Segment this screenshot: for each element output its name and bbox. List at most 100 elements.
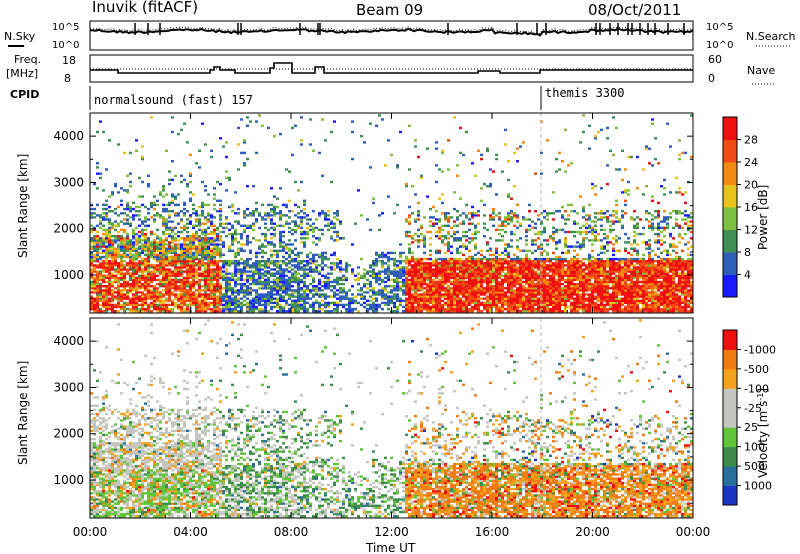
power-cell: [213, 243, 216, 246]
power-cell: [336, 239, 339, 242]
power-cell: [135, 310, 138, 313]
power-cell: [333, 301, 336, 305]
power-cell: [558, 285, 561, 288]
power-cell: [456, 295, 459, 298]
power-cell: [387, 272, 390, 275]
power-cell: [246, 289, 249, 292]
power-cell: [246, 266, 249, 269]
power-cell: [165, 285, 168, 288]
power-cell: [309, 224, 312, 227]
power-cell: [267, 228, 270, 232]
power-cell: [180, 297, 183, 300]
power-cell: [216, 295, 219, 298]
power-cell: [108, 253, 111, 257]
power-cell: [279, 305, 282, 309]
power-cell: [438, 301, 441, 305]
power-cell: [459, 262, 462, 265]
power-cell: [501, 299, 504, 302]
power-cell: [453, 310, 456, 313]
power-cell: [258, 214, 261, 217]
power-cell: [345, 303, 348, 307]
power-cell: [165, 247, 168, 250]
power-cell: [387, 276, 390, 280]
power-cell: [402, 285, 405, 288]
power-cell: [102, 262, 105, 265]
power-cell: [189, 235, 192, 238]
power-cell: [180, 180, 183, 184]
power-cell: [216, 232, 219, 236]
date-title: 08/Oct/2011: [588, 1, 681, 19]
power-cell: [408, 301, 411, 305]
power-cell: [243, 228, 246, 232]
power-cell: [474, 224, 477, 227]
power-cell: [180, 251, 183, 255]
power-cell: [180, 295, 183, 298]
power-cell: [162, 260, 165, 263]
power-cell: [492, 291, 495, 294]
power-cell: [138, 245, 141, 248]
power-cell: [252, 274, 255, 277]
power-cell: [96, 276, 99, 280]
power-cell: [237, 278, 240, 282]
power-cell: [480, 297, 483, 300]
power-cell: [96, 287, 99, 290]
power-cell: [210, 262, 213, 265]
power-cell: [246, 287, 249, 290]
power-cell: [375, 262, 378, 265]
power-cell: [435, 257, 438, 261]
power-cell: [105, 262, 108, 265]
power-cell: [96, 266, 99, 269]
power-cell: [201, 247, 204, 250]
power-cell: [504, 291, 507, 294]
power-cell: [462, 310, 465, 313]
power-cell: [273, 274, 276, 277]
power-cell: [132, 218, 135, 221]
power-cell: [486, 276, 489, 280]
power-cell: [393, 278, 396, 282]
power-cell: [429, 268, 432, 271]
power-cell: [282, 295, 285, 298]
power-cell: [216, 280, 219, 284]
power-cell: [546, 260, 549, 263]
power-cell: [222, 241, 225, 244]
power-cell: [387, 139, 390, 142]
power-cell: [162, 295, 165, 298]
power-cell: [225, 297, 228, 300]
power-cell: [210, 232, 213, 236]
power-cell: [117, 262, 120, 265]
power-cell: [222, 303, 225, 307]
power-cell: [339, 220, 342, 223]
power-cell: [249, 249, 252, 252]
power-cell: [231, 260, 234, 263]
power-cell: [135, 268, 138, 271]
power-cell: [192, 264, 195, 267]
power-cell: [405, 182, 408, 186]
power-cell: [132, 274, 135, 277]
power-cell: [303, 241, 306, 244]
power-cell: [459, 285, 462, 288]
power-cell: [96, 187, 99, 190]
power-cell: [234, 285, 237, 288]
power-cell: [327, 305, 330, 309]
power-cell: [456, 307, 459, 311]
power-cell: [495, 299, 498, 302]
power-cell: [123, 245, 126, 248]
power-cell: [501, 260, 504, 263]
power-cell: [306, 272, 309, 275]
power-cell: [174, 253, 177, 257]
power-cell: [216, 272, 219, 275]
power-cell: [465, 260, 468, 263]
power-cell: [498, 287, 501, 290]
power-cell: [192, 255, 195, 259]
power-cell: [450, 307, 453, 311]
power-cell: [300, 139, 303, 142]
power-cell: [240, 303, 243, 307]
power-cell: [483, 235, 486, 238]
power-cell: [156, 282, 159, 286]
power-cell: [429, 262, 432, 265]
power-cell: [396, 164, 399, 167]
power-cell: [255, 260, 258, 263]
power-cell: [207, 232, 210, 236]
power-cell: [546, 282, 549, 286]
power-cell: [513, 272, 516, 275]
